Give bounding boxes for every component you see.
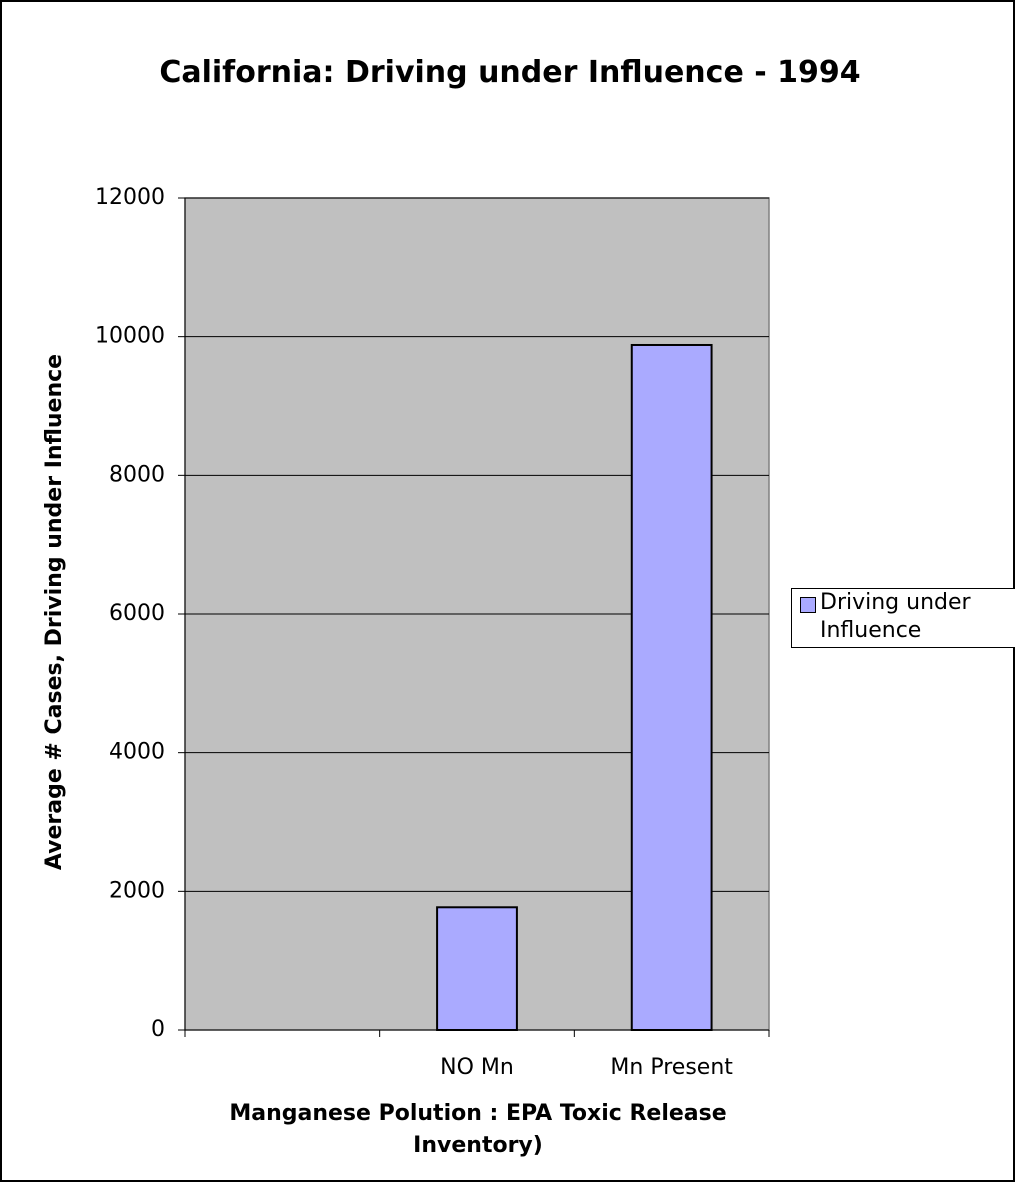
chart-title: California: Driving under Influence - 19… bbox=[159, 55, 861, 90]
y-tick-label: 12000 bbox=[95, 185, 165, 210]
legend-label: Driving under Influence bbox=[820, 590, 971, 643]
x-tick-label: Mn Present bbox=[610, 1055, 733, 1080]
bar bbox=[630, 343, 713, 1031]
y-tick-label: 6000 bbox=[109, 601, 165, 626]
y-tick-label: 4000 bbox=[109, 740, 165, 765]
legend: Driving under Influence bbox=[791, 588, 1015, 648]
y-tick-label: 10000 bbox=[95, 324, 165, 349]
y-tick-label: 0 bbox=[151, 1017, 165, 1042]
x-tick-label: NO Mn bbox=[440, 1055, 514, 1080]
x-axis-label: Manganese Polution : EPA Toxic Release I… bbox=[229, 1101, 727, 1158]
legend-swatch bbox=[800, 597, 816, 613]
y-axis-label: Average # Cases, Driving under Influence bbox=[42, 353, 67, 871]
y-tick-label: 8000 bbox=[109, 462, 165, 487]
bar bbox=[436, 906, 518, 1032]
y-tick-label: 2000 bbox=[109, 878, 165, 903]
